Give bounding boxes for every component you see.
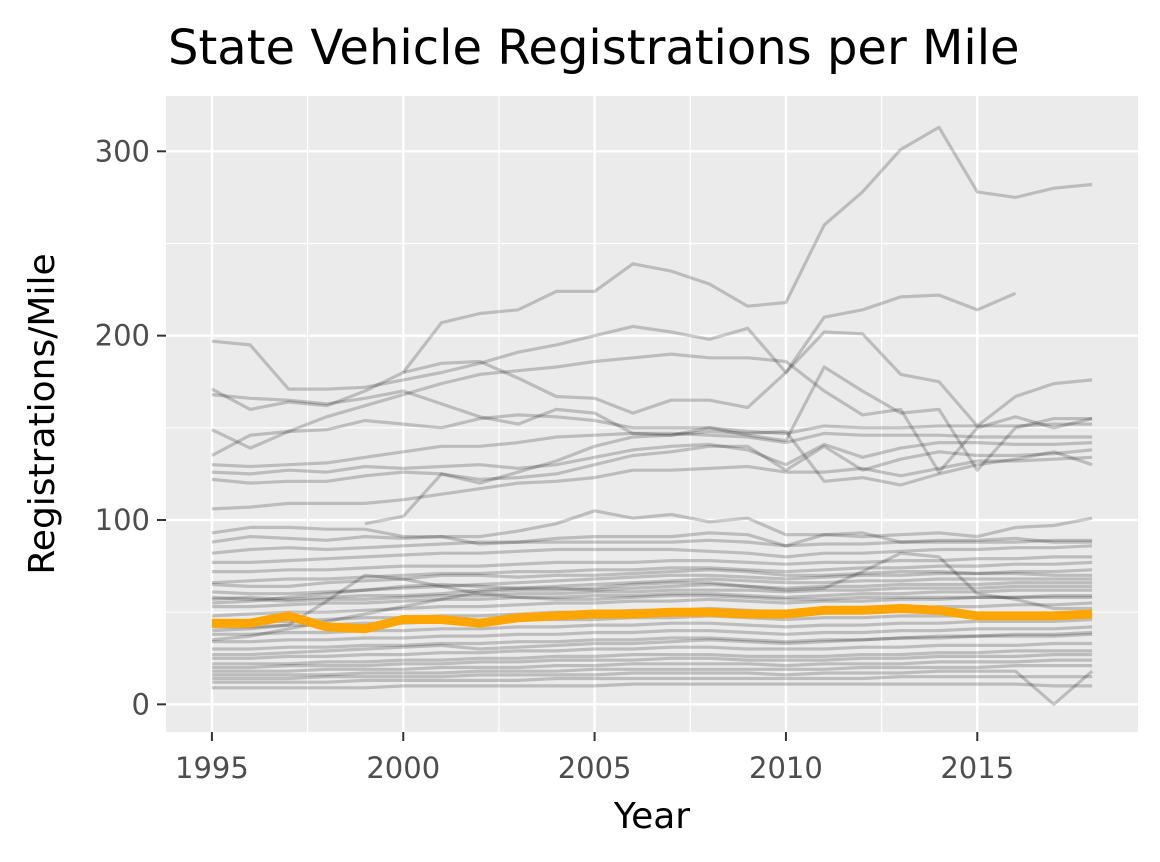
y-axis-title: Registrations/Mile xyxy=(22,253,63,574)
chart-title: State Vehicle Registrations per Mile xyxy=(168,20,1020,76)
series-line-13 xyxy=(211,509,1093,544)
series-line-10 xyxy=(211,455,1093,511)
series-line-6 xyxy=(211,413,1093,457)
series-line-39 xyxy=(211,675,1093,684)
x-tick-label: 2015 xyxy=(940,751,1014,785)
series-line-32 xyxy=(211,630,1093,657)
series-line-28 xyxy=(211,612,1093,629)
series-line-18 xyxy=(211,568,1093,588)
series-line-30 xyxy=(211,625,1093,644)
grid-major xyxy=(166,96,1138,732)
y-tick-label: 0 xyxy=(132,687,150,721)
x-tick-label: 1995 xyxy=(175,751,249,785)
series-line-1 xyxy=(402,125,1093,374)
x-axis-title: Year xyxy=(613,796,690,837)
y-tick-label: 100 xyxy=(95,503,150,537)
series-line-27 xyxy=(211,551,1093,642)
series-line-3 xyxy=(211,330,1093,428)
highlight-series-line xyxy=(211,604,1093,634)
x-axis: 1995 2000 2005 2010 2015 xyxy=(175,732,1014,785)
series-line-22 xyxy=(211,584,1093,603)
series-line-9 xyxy=(211,444,1093,485)
series-line-19 xyxy=(211,571,1093,596)
series-line-40 xyxy=(211,682,1093,690)
series-line-33 xyxy=(211,641,1093,660)
series-line-34 xyxy=(211,649,1093,666)
series-line-17 xyxy=(211,560,1093,585)
series-line-8 xyxy=(211,441,1093,476)
series-line-20 xyxy=(211,577,1093,601)
series-layer xyxy=(211,125,1094,706)
series-line-25 xyxy=(211,573,1093,633)
series-line-31 xyxy=(211,632,1093,651)
series-line-36 xyxy=(211,658,1093,673)
series-line-12 xyxy=(211,516,1093,548)
series-line-24 xyxy=(211,594,1093,618)
series-line-15 xyxy=(211,544,1093,564)
series-line-37 xyxy=(211,664,1093,677)
x-tick-label: 2010 xyxy=(749,751,823,785)
series-line-5 xyxy=(211,352,1093,474)
series-line-23 xyxy=(211,588,1093,609)
x-tick-label: 2005 xyxy=(558,751,632,785)
series-line-38 xyxy=(211,669,1094,706)
series-line-2 xyxy=(211,291,1017,391)
x-tick-label: 2000 xyxy=(366,751,440,785)
series-line-16 xyxy=(211,555,1093,574)
series-line-21 xyxy=(211,581,1093,605)
y-tick-label: 300 xyxy=(95,134,150,168)
series-line-11 xyxy=(364,429,1093,526)
grid-minor xyxy=(166,96,1138,732)
series-line-7 xyxy=(211,431,1093,469)
series-line-35 xyxy=(211,653,1093,670)
y-axis: 0 100 200 300 xyxy=(95,134,166,721)
y-tick-label: 200 xyxy=(95,319,150,353)
series-line-4 xyxy=(211,365,1093,472)
series-line-14 xyxy=(211,538,1093,555)
